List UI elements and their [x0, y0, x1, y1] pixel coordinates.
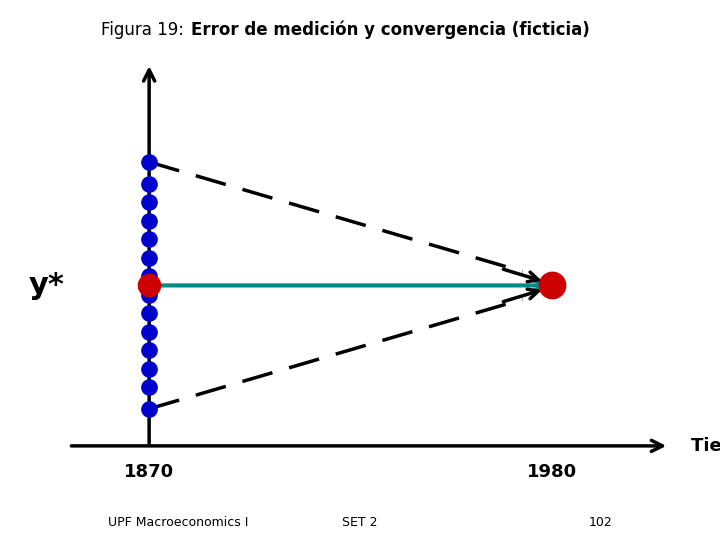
Text: SET 2: SET 2 — [342, 516, 378, 529]
Text: 102: 102 — [588, 516, 612, 529]
Text: Tiempo t: Tiempo t — [691, 437, 720, 455]
Text: 1980: 1980 — [527, 463, 577, 481]
Text: Figura 19:: Figura 19: — [101, 21, 189, 39]
Text: y*: y* — [29, 271, 65, 300]
Text: Error de medición y convergencia (ficticia): Error de medición y convergencia (fictic… — [191, 21, 590, 39]
Text: 1870: 1870 — [124, 463, 174, 481]
Text: UPF Macroeconomics I: UPF Macroeconomics I — [108, 516, 248, 529]
